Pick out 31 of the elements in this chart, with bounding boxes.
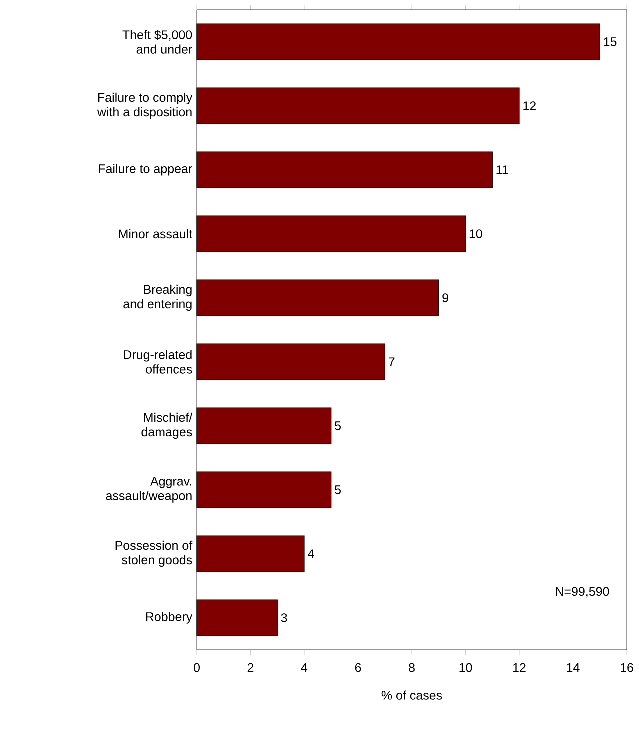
annotation: N=99,590 [556, 587, 610, 598]
x-tick-label: 14 [567, 663, 580, 672]
data-label: 10 [470, 230, 482, 238]
data-label: 9 [442, 294, 448, 302]
data-label: 11 [496, 166, 508, 174]
x-tick-label: 12 [514, 663, 526, 672]
data-label: 5 [335, 422, 342, 430]
y-tick-label: Minor assault [119, 229, 193, 239]
y-tick-label: Mischief/ damages [142, 412, 193, 440]
y-tick-label: Robbery [146, 612, 193, 624]
x-tick-label: 8 [409, 663, 415, 672]
x-tick-label: 6 [355, 663, 362, 672]
x-tick-label: 0 [194, 663, 200, 672]
data-label: 12 [524, 102, 536, 110]
data-label: 4 [308, 550, 314, 558]
y-tick-label: Possession of stolen goods [116, 540, 193, 568]
y-tick-label: Breaking and entering [124, 284, 192, 312]
data-label: 5 [335, 486, 342, 494]
y-tick-label: Drug-related offences [124, 350, 192, 374]
data-label: 3 [281, 614, 288, 622]
x-tick-label: 16 [621, 663, 634, 672]
y-tick-label: Theft $5,000 and under [122, 30, 192, 54]
x-axis-title: % of cases [382, 690, 442, 700]
data-label: 15 [604, 38, 617, 46]
y-tick-label: Failure to appear [99, 164, 192, 176]
x-tick-label: 10 [460, 663, 472, 672]
x-tick-label: 2 [248, 663, 254, 672]
y-tick-label: Aggrav. assault/weapon [106, 477, 192, 503]
x-tick-label: 4 [301, 663, 308, 672]
data-label: 7 [388, 358, 395, 366]
y-tick-label: Failure to comply with a disposition [97, 92, 193, 120]
